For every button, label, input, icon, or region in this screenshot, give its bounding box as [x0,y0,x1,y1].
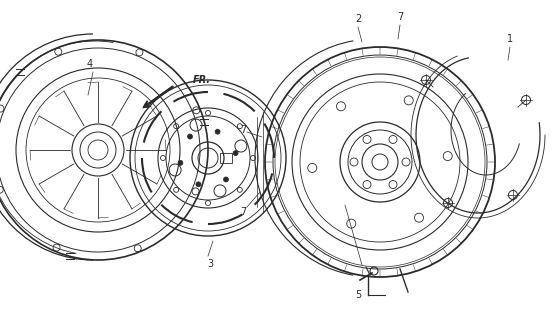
Text: 2: 2 [355,14,361,24]
Circle shape [215,129,220,134]
Text: 7: 7 [240,207,246,217]
Text: 5: 5 [355,290,361,300]
Text: 7: 7 [397,12,403,22]
Circle shape [178,160,183,165]
Circle shape [233,151,238,156]
Circle shape [196,182,201,187]
Circle shape [223,177,228,182]
Circle shape [188,134,193,139]
Text: 1: 1 [507,34,513,44]
Text: FR.: FR. [193,75,211,85]
Text: 3: 3 [207,259,213,269]
Bar [220,153,232,163]
Text: 4: 4 [87,59,93,69]
Text: 7: 7 [240,125,246,135]
